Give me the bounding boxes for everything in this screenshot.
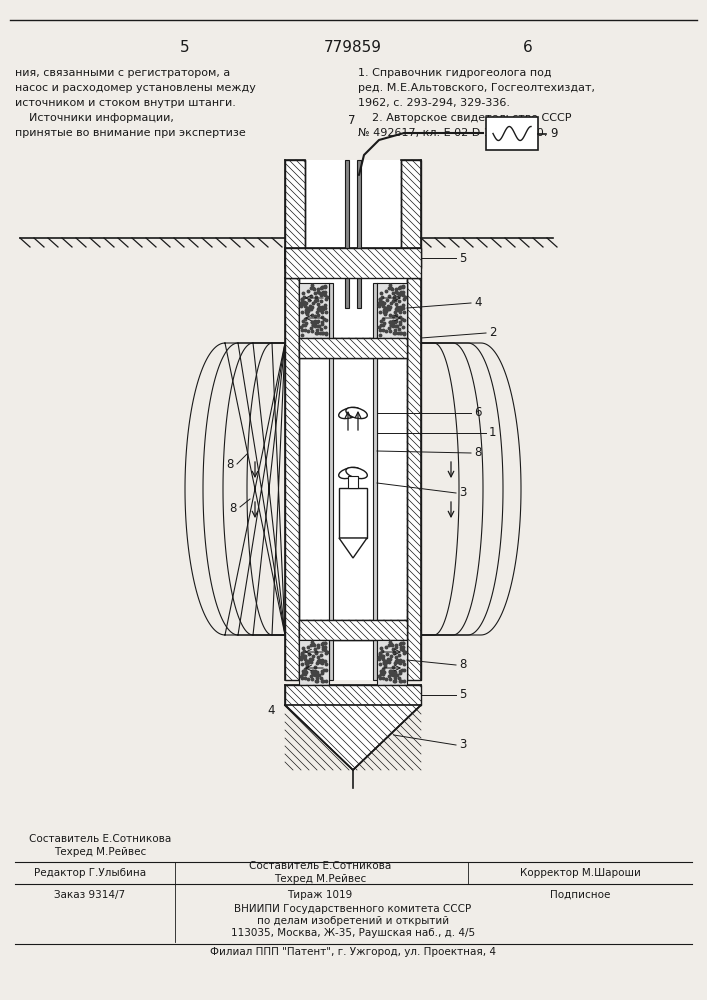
Text: 1: 1 (489, 426, 496, 440)
Text: 5: 5 (358, 746, 366, 760)
Text: 113035, Москва, Ж-35, Раушская наб., д. 4/5: 113035, Москва, Ж-35, Раушская наб., д. … (231, 928, 475, 938)
Text: 8: 8 (229, 502, 237, 516)
Bar (486, 117, 538, 150)
Text: Составитель Е.Сотникова: Составитель Е.Сотникова (29, 834, 171, 844)
Text: ред. М.Е.Альтовского, Госгеолтехиздат,: ред. М.Е.Альтовского, Госгеолтехиздат, (358, 83, 595, 93)
Bar (377, 640, 407, 685)
Text: 9: 9 (550, 127, 558, 140)
Ellipse shape (339, 407, 360, 419)
Text: 1. Справочник гидрогеолога под: 1. Справочник гидрогеолога под (358, 68, 551, 78)
Text: Техред М.Рейвес: Техред М.Рейвес (274, 874, 366, 884)
Bar (299, 278, 407, 680)
Bar (377, 283, 407, 338)
Text: 779859: 779859 (324, 40, 382, 55)
Text: Корректор М.Шароши: Корректор М.Шароши (520, 868, 641, 878)
Text: 4: 4 (267, 704, 275, 716)
Bar (285, 160, 305, 268)
Bar (285, 248, 421, 278)
Bar (299, 640, 329, 685)
Text: Филиал ППП "Патент", г. Ужгород, ул. Проектная, 4: Филиал ППП "Патент", г. Ужгород, ул. Про… (210, 947, 496, 957)
Text: Тираж 1019: Тираж 1019 (287, 890, 353, 900)
Text: 1962, с. 293-294, 329-336.: 1962, с. 293-294, 329-336. (358, 98, 510, 108)
Text: Техред М.Рейвес: Техред М.Рейвес (54, 847, 146, 857)
Polygon shape (339, 538, 367, 558)
Bar (339, 488, 367, 538)
Text: принятые во внимание при экспертизе: принятые во внимание при экспертизе (15, 128, 246, 138)
Ellipse shape (346, 407, 368, 419)
Ellipse shape (346, 467, 368, 479)
Bar (407, 278, 421, 680)
Bar (305, 160, 401, 268)
Text: Заказ 9314/7: Заказ 9314/7 (54, 890, 126, 900)
Bar (299, 283, 329, 338)
Text: Источники информации,: Источники информации, (15, 113, 174, 123)
Bar (357, 160, 361, 308)
Bar (285, 278, 299, 680)
Ellipse shape (339, 467, 360, 479)
Text: 5: 5 (459, 251, 467, 264)
Text: 8: 8 (226, 458, 234, 471)
Text: 3: 3 (459, 487, 467, 499)
Text: 8: 8 (459, 658, 467, 672)
Text: 2: 2 (489, 326, 496, 340)
Text: ния, связанными с регистратором, а: ния, связанными с регистратором, а (15, 68, 230, 78)
Bar (345, 160, 349, 308)
Text: Редактор Г.Улыбина: Редактор Г.Улыбина (34, 868, 146, 878)
Bar (348, 476, 358, 488)
Bar (285, 685, 421, 705)
Text: источником и стоком внутри штанги.: источником и стоком внутри штанги. (15, 98, 236, 108)
Text: 5: 5 (180, 40, 189, 55)
Bar (299, 620, 407, 640)
Text: 6: 6 (474, 406, 481, 420)
Text: 3: 3 (459, 738, 467, 752)
Polygon shape (285, 705, 421, 770)
Text: № 492617, кл. Е 02 D 1/00, 1970.: № 492617, кл. Е 02 D 1/00, 1970. (358, 128, 547, 138)
Bar (299, 338, 407, 358)
Bar (401, 160, 421, 268)
Bar (333, 283, 373, 680)
Bar (373, 283, 377, 680)
Text: 8: 8 (474, 446, 481, 460)
Text: насос и расходомер установлены между: насос и расходомер установлены между (15, 83, 256, 93)
Text: 6: 6 (523, 40, 533, 55)
Text: 4: 4 (474, 296, 481, 310)
Text: ВНИИПИ Государственного комитета СССР: ВНИИПИ Государственного комитета СССР (235, 904, 472, 914)
Text: Составитель Е.Сотникова: Составитель Е.Сотникова (249, 861, 391, 871)
Text: по делам изобретений и открытий: по делам изобретений и открытий (257, 916, 449, 926)
Text: 2. Авторское свидетельство СССР: 2. Авторское свидетельство СССР (358, 113, 571, 123)
Text: Подписное: Подписное (550, 890, 610, 900)
Bar (329, 283, 333, 680)
Text: 7: 7 (348, 113, 356, 126)
Text: 5: 5 (459, 688, 467, 702)
